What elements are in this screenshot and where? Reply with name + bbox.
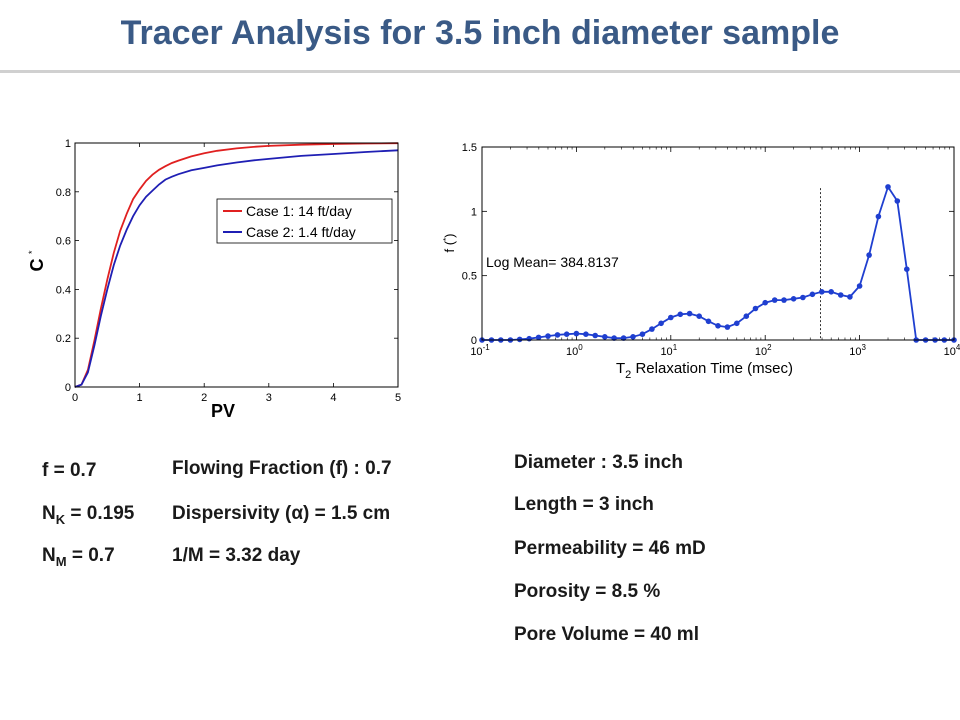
series-line-case-2 xyxy=(74,149,399,388)
log-mean-annotation: Log Mean= 384.8137 xyxy=(486,254,619,270)
y-axis-label: C * xyxy=(27,250,47,272)
data-point xyxy=(743,313,750,319)
series-line-case-1 xyxy=(74,142,399,388)
page-title: Tracer Analysis for 3.5 inch diameter sa… xyxy=(120,14,840,52)
x-tick-label: 2 xyxy=(201,392,207,404)
dispersivity: Dispersivity (α) = 1.5 cm xyxy=(172,503,391,524)
svg-text:C: C xyxy=(27,259,47,272)
pore-volume: Pore Volume = 40 ml xyxy=(514,624,699,645)
flowing-fraction: Flowing Fraction (f) : 0.7 xyxy=(172,458,392,479)
y-axis-label: f (*) xyxy=(442,233,457,252)
data-point xyxy=(649,326,655,332)
chart-frame xyxy=(481,146,955,341)
data-point xyxy=(516,336,523,343)
data-point xyxy=(705,318,712,325)
data-point xyxy=(573,330,580,337)
porosity: Porosity = 8.5 % xyxy=(514,581,661,602)
data-point xyxy=(771,297,778,303)
t2-distribution-chart: 10-1 100 101 102 103 104 0 0.5 1 1.5 Log Mean= 38… xyxy=(442,142,960,381)
data-point xyxy=(526,335,532,342)
data-point xyxy=(800,294,806,301)
data-point xyxy=(847,294,853,300)
data-point xyxy=(563,331,570,337)
f-value: f = 0.7 xyxy=(42,460,97,481)
y-tick-label: 0 xyxy=(65,382,71,394)
data-point xyxy=(602,334,608,340)
length: Length = 3 inch xyxy=(514,494,654,515)
x-tick-label: 101 xyxy=(660,343,677,358)
data-point xyxy=(658,320,664,327)
nk-value: NK = 0.195 xyxy=(42,503,135,527)
x-axis-label: PV xyxy=(211,401,235,421)
x-tick-label: 104 xyxy=(944,343,960,358)
y-tick-label: 1 xyxy=(471,206,477,218)
data-point xyxy=(904,266,910,272)
y-tick-label: 0 xyxy=(471,335,477,347)
x-tick-label: 5 xyxy=(395,392,401,404)
y-tick-label: 0.8 xyxy=(56,187,71,199)
data-point xyxy=(696,313,702,319)
data-point xyxy=(686,310,693,317)
y-tick-label: 0.6 xyxy=(56,236,71,248)
data-point xyxy=(856,283,863,289)
data-point xyxy=(762,299,768,306)
data-point xyxy=(790,296,797,302)
data-point xyxy=(715,323,721,329)
data-point xyxy=(583,331,589,337)
x-tick-label: 103 xyxy=(849,343,866,358)
x-tick-label: 10-1 xyxy=(470,343,490,358)
diameter: Diameter : 3.5 inch xyxy=(514,452,683,473)
x-axis-label: T2 Relaxation Time (msec) xyxy=(616,360,793,381)
y-tick-label: 0.4 xyxy=(56,284,71,296)
data-point xyxy=(781,297,787,303)
x-tick-label: 1 xyxy=(137,392,143,404)
legend-label-case-1: Case 1: 14 ft/day xyxy=(246,203,352,219)
data-point xyxy=(894,198,901,204)
data-point xyxy=(875,213,882,220)
data-point xyxy=(630,334,636,340)
legend-label-case-2: Case 2: 1.4 ft/day xyxy=(246,224,356,240)
y-tick-label: 0.5 xyxy=(462,271,477,283)
data-point xyxy=(866,252,872,258)
permeability: Permeability = 46 mD xyxy=(514,538,706,559)
data-point xyxy=(554,332,561,338)
breakthrough-curve-chart: 0 1 2 3 4 5 0 0.2 0.4 0.6 0.8 1 Case 1: 14 ft/day C… xyxy=(27,138,401,421)
chart-frame xyxy=(74,142,399,388)
svg-text:T2 Relaxation Time (msec): T2 Relaxation Time (msec) xyxy=(616,360,793,381)
data-point xyxy=(677,311,684,318)
data-point xyxy=(828,289,834,295)
data-point xyxy=(734,320,740,327)
data-point xyxy=(809,291,816,298)
data-point xyxy=(724,324,731,330)
nm-value: NM = 0.7 xyxy=(42,545,115,569)
data-point xyxy=(639,331,646,337)
data-point xyxy=(885,184,891,190)
y-tick-label: 1 xyxy=(65,138,71,150)
data-point xyxy=(752,305,759,312)
svg-text:f (*): f (*) xyxy=(442,233,457,252)
data-point xyxy=(535,334,542,341)
x-tick-label: 4 xyxy=(330,392,336,404)
data-point xyxy=(668,314,674,321)
x-tick-label: 100 xyxy=(566,343,583,358)
y-tick-label: 1.5 xyxy=(462,142,477,154)
data-point xyxy=(837,292,844,298)
data-point xyxy=(819,289,825,295)
svg-text:*: * xyxy=(27,250,37,254)
inverse-m: 1/M = 3.32 day xyxy=(172,545,301,566)
data-point xyxy=(545,333,551,339)
x-tick-label: 0 xyxy=(72,392,78,404)
title-divider xyxy=(0,70,960,73)
y-tick-label: 0.2 xyxy=(56,333,71,345)
x-tick-label: 3 xyxy=(266,392,272,404)
data-point xyxy=(592,332,598,339)
x-tick-label: 102 xyxy=(755,343,772,358)
chart-legend: Case 1: 14 ft/day Case 2: 1.4 ft/day xyxy=(216,198,393,244)
